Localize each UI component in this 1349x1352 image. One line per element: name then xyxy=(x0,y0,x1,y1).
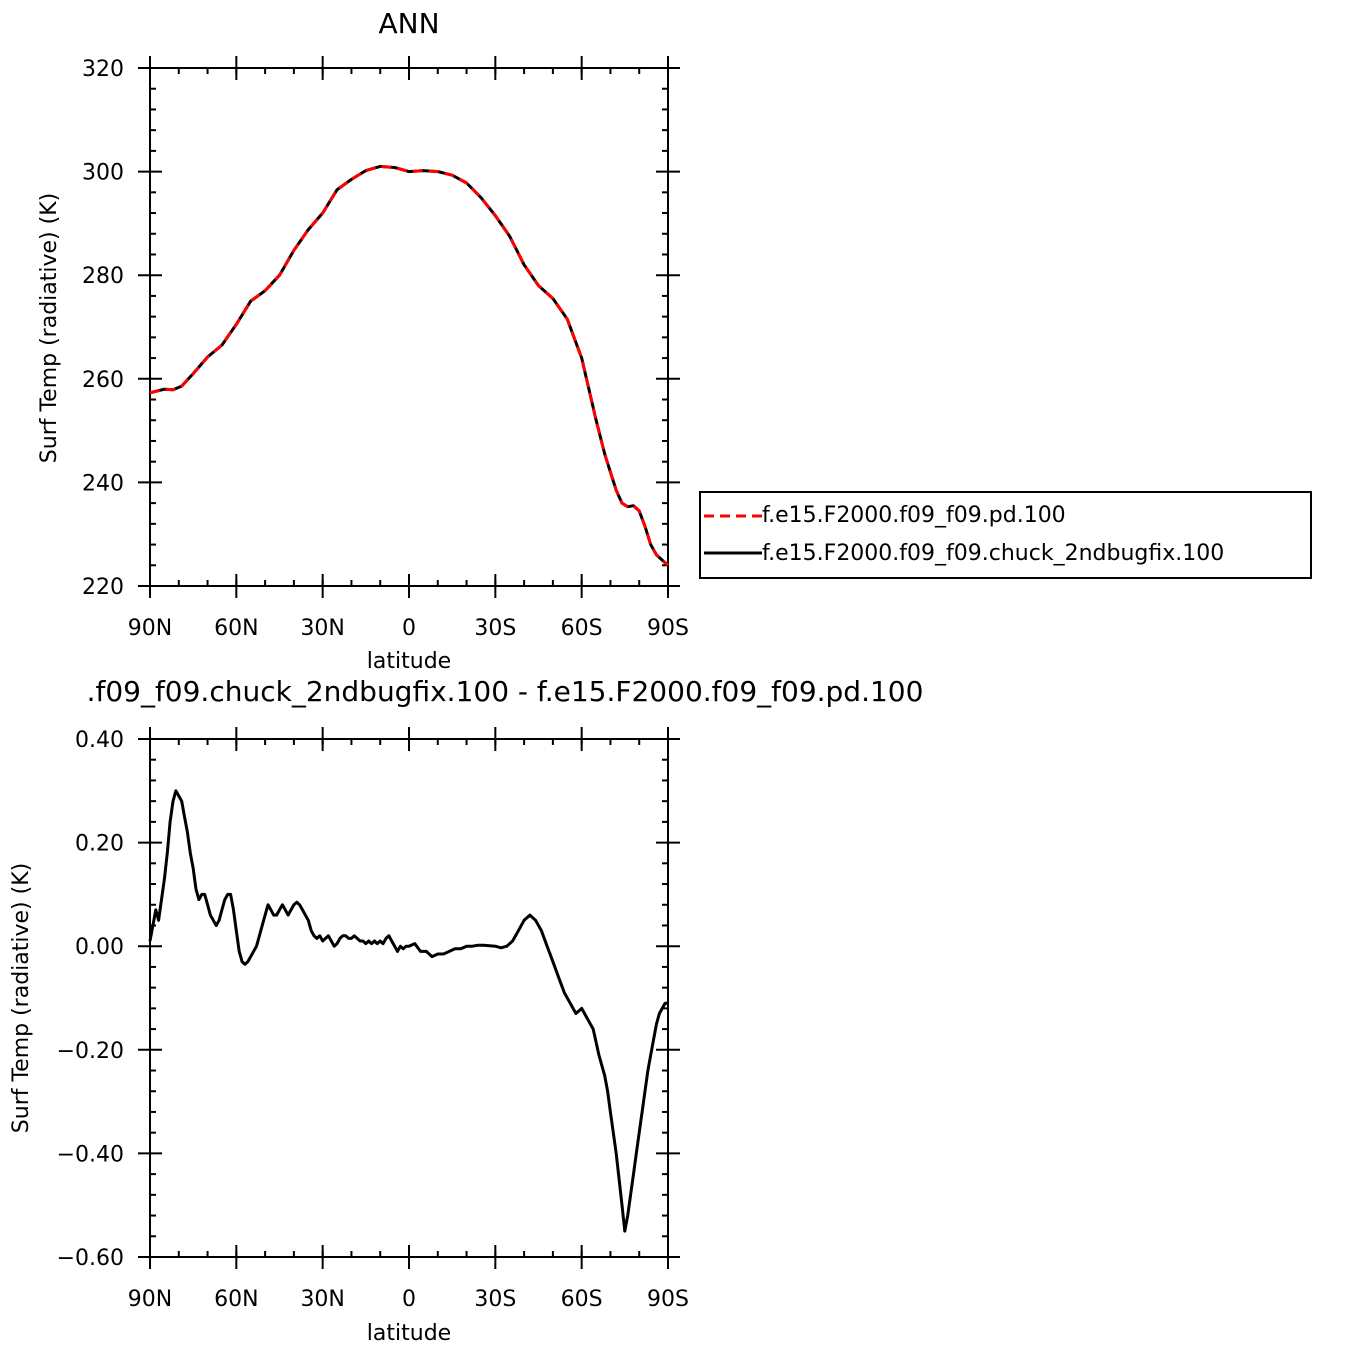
top-x-tick-label: 30N xyxy=(300,616,344,641)
bottom-panel: .f09_f09.chuck_2ndbugfix.100 - f.e15.F20… xyxy=(9,675,923,1346)
top-x-axis-label: latitude xyxy=(367,649,451,674)
bottom-x-axis-label: latitude xyxy=(367,1321,451,1346)
top-y-tick-label: 280 xyxy=(82,264,124,289)
bottom-y-tick-label: −0.40 xyxy=(57,1142,124,1167)
legend-box xyxy=(699,491,1312,579)
top-series-line-0 xyxy=(149,164,670,567)
top-x-tick-label: 0 xyxy=(402,616,416,641)
bottom-y-tick-label: 0.40 xyxy=(75,728,124,753)
bottom-y-tick-label: 0.00 xyxy=(75,935,124,960)
top-x-tick-label: 60N xyxy=(214,616,258,641)
top-chart-title: ANN xyxy=(378,7,439,40)
bottom-x-tick-label: 30N xyxy=(300,1287,344,1312)
top-x-tick-label: 30S xyxy=(474,616,516,641)
top-series-line-1 xyxy=(149,164,670,567)
top-y-tick-label: 300 xyxy=(82,161,124,186)
bottom-chart-title: .f09_f09.chuck_2ndbugfix.100 - f.e15.F20… xyxy=(87,675,924,708)
bottom-x-tick-label: 60N xyxy=(214,1287,258,1312)
legend-label-pd: f.e15.F2000.f09_f09.pd.100 xyxy=(762,503,1066,528)
top-y-tick-label: 240 xyxy=(82,471,124,496)
bottom-x-tick-label: 90N xyxy=(128,1287,172,1312)
bottom-plot-area: 90N 60N 30N 0 30S 60S 90S −0.60 −0.40 −0.20 0.00 0.… xyxy=(57,727,689,1312)
top-x-tick-label: 90S xyxy=(647,616,689,641)
legend: f.e15.F2000.f09_f09.pd.100 f.e15.F2000.f… xyxy=(699,491,1312,579)
bottom-y-tick-label: −0.60 xyxy=(57,1246,124,1271)
top-y-tick-label: 320 xyxy=(82,57,124,82)
bottom-plot-frame xyxy=(149,738,669,1258)
bottom-y-tick-label: 0.20 xyxy=(75,832,124,857)
bottom-x-tick-label: 30S xyxy=(474,1287,516,1312)
bottom-x-tick-label: 0 xyxy=(402,1287,416,1312)
top-x-tick-label: 90N xyxy=(128,616,172,641)
bottom-x-tick-label: 90S xyxy=(647,1287,689,1312)
bottom-y-tick-label: −0.20 xyxy=(57,1039,124,1064)
bottom-series-line-0 xyxy=(148,789,668,1233)
top-plot-frame xyxy=(149,67,669,587)
top-plot-area: 90N 60N 30N 0 30S 60S 90S 220 240 260 280 300 320 xyxy=(82,56,689,641)
top-y-tick-label: 260 xyxy=(82,368,124,393)
top-y-axis-label: Surf Temp (radiative) (K) xyxy=(37,193,62,463)
bottom-x-tick-label: 60S xyxy=(561,1287,603,1312)
top-x-tick-label: 60S xyxy=(561,616,603,641)
bottom-y-axis-label: Surf Temp (radiative) (K) xyxy=(9,863,34,1133)
top-panel: ANN 90N 60N 30N 0 30S 60S 90S 220 240 260 280 300 32… xyxy=(37,7,689,674)
top-y-tick-label: 220 xyxy=(82,575,124,600)
legend-label-chuck: f.e15.F2000.f09_f09.chuck_2ndbugfix.100 xyxy=(762,541,1224,566)
